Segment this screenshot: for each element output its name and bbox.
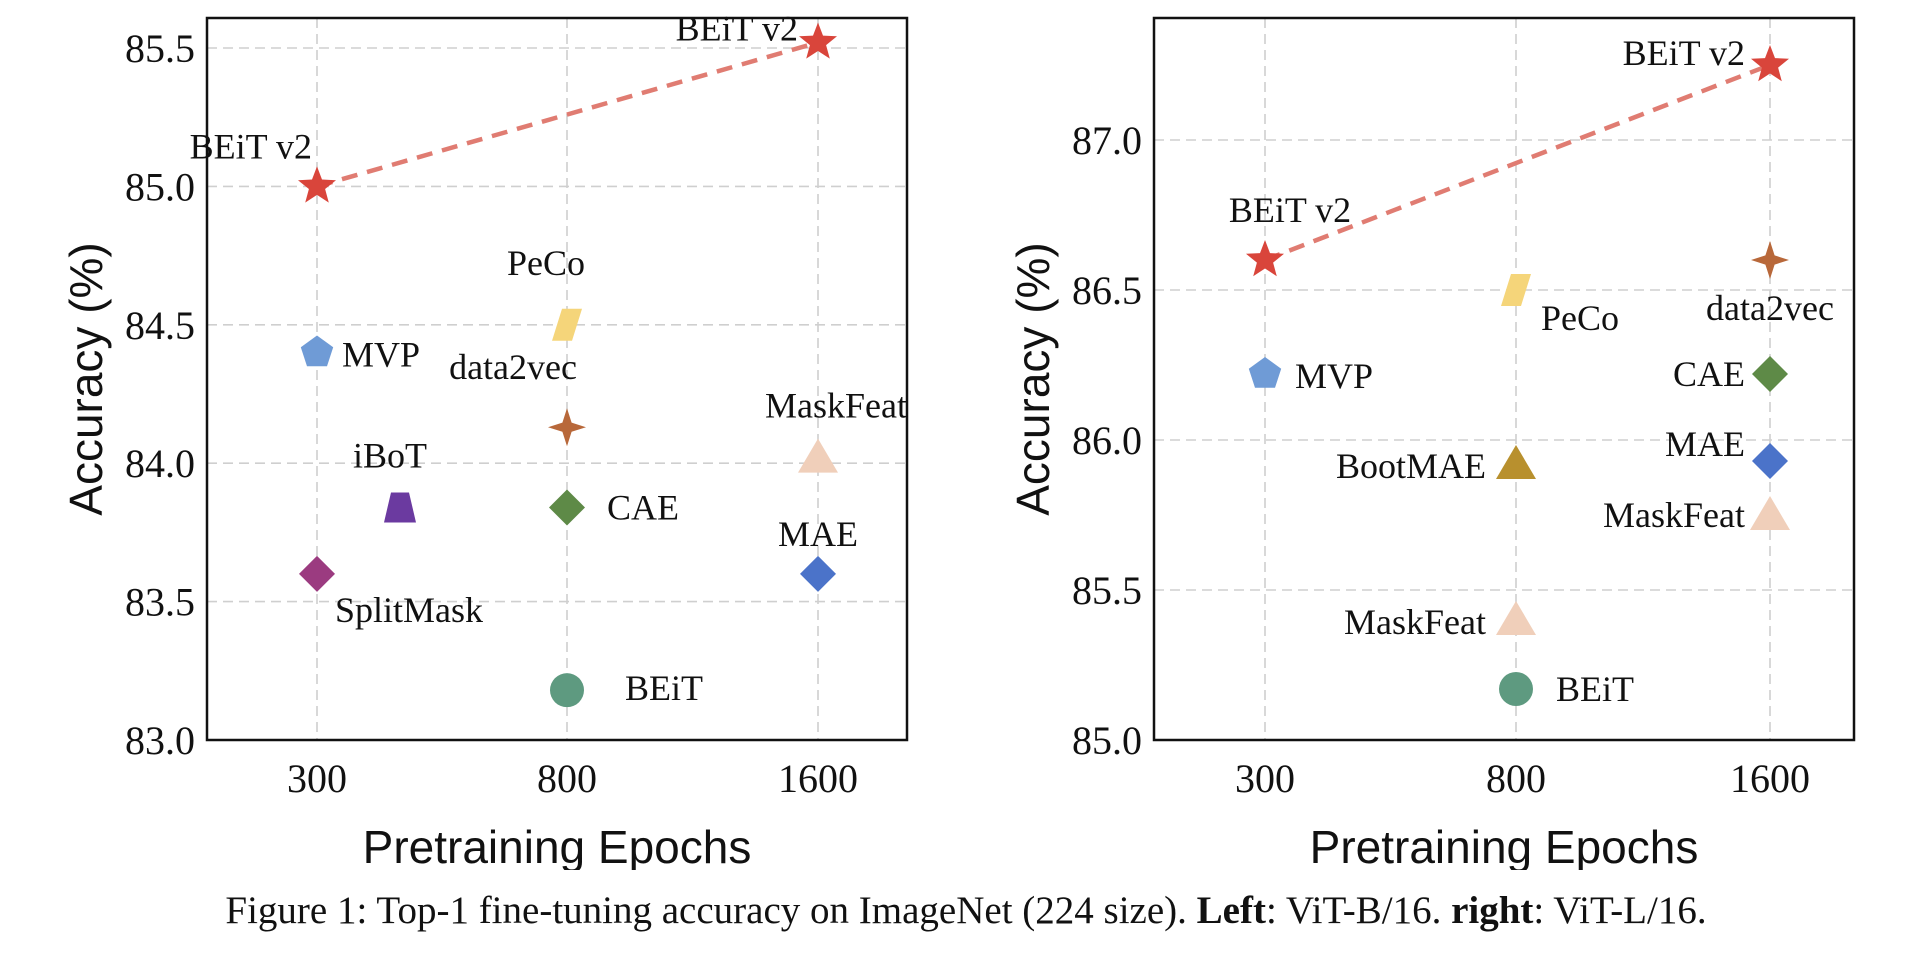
point-splitmask	[299, 555, 335, 592]
point-label-maskfeat: MaskFeat	[1603, 495, 1745, 535]
chart-panel-right: 85.0 85.5 86.0 86.5 87.0 300 800 1600 Pretrainin…	[1007, 16, 1856, 870]
point-label-cae: CAE	[1673, 354, 1745, 394]
x-axis-label: Pretraining Epochs	[363, 821, 752, 870]
caption-left-label: Left	[1196, 889, 1266, 932]
y-tick-label: 85.5	[1072, 568, 1142, 613]
point-beit-v2	[298, 166, 336, 203]
y-tick-label: 85.5	[125, 26, 195, 71]
point-label-beit: BEiT	[625, 668, 703, 708]
point-label-ibot: iBoT	[353, 435, 427, 475]
point-label-beit-v2: BEiT v2	[1623, 33, 1745, 73]
caption-right-text: : ViT-L/16.	[1533, 889, 1707, 932]
point-label-mae: MAE	[1665, 424, 1745, 464]
point-data2vec	[1751, 241, 1789, 279]
point-label-mvp: MVP	[342, 334, 420, 374]
point-beit-v2	[1246, 240, 1284, 277]
y-tick-label: 85.0	[125, 164, 195, 209]
figure: 83.0 83.5 84.0 84.5 85.0 85.5 300 800 1600 Pretra…	[60, 8, 1856, 870]
trend-line	[316, 40, 819, 189]
y-tick-label: 84.0	[125, 441, 195, 486]
point-mvp	[300, 335, 334, 367]
x-tick-label: 800	[537, 756, 597, 801]
point-label-beit-v2: BEiT v2	[676, 8, 798, 48]
plot-frame	[1152, 16, 1856, 742]
y-tick-label: 83.5	[125, 580, 195, 625]
plot-frame	[205, 16, 909, 742]
y-axis-label: Accuracy (%)	[1007, 242, 1059, 515]
y-tick-label: 85.0	[1072, 718, 1142, 763]
x-tick-label: 800	[1486, 756, 1546, 801]
point-label-data2vec: data2vec	[449, 347, 577, 387]
caption-prefix: Figure 1: Top-1 fine-tuning accuracy on …	[225, 889, 1197, 932]
y-tick-label: 86.5	[1072, 268, 1142, 313]
figure-caption: Figure 1: Top-1 fine-tuning accuracy on …	[0, 888, 1932, 933]
point-cae	[1752, 356, 1788, 392]
point-label-beit: BEiT	[1556, 669, 1634, 709]
y-tick-label: 86.0	[1072, 418, 1142, 463]
point-label-mvp: MVP	[1295, 356, 1373, 396]
point-label-data2vec: data2vec	[1706, 288, 1834, 328]
point-label-maskfeat: MaskFeat	[765, 386, 907, 426]
point-label-bootmae: BootMAE	[1336, 446, 1486, 486]
point-data2vec	[548, 408, 586, 447]
y-tick-label: 83.0	[125, 718, 195, 763]
x-axis-label: Pretraining Epochs	[1310, 821, 1699, 870]
point-beit	[1499, 672, 1533, 706]
point-beit	[550, 673, 584, 708]
y-tick-label: 87.0	[1072, 118, 1142, 163]
caption-right-label: right	[1451, 889, 1534, 932]
point-label-mae: MAE	[778, 514, 858, 554]
x-tick-label: 300	[1235, 756, 1295, 801]
point-label-peco: PeCo	[507, 243, 585, 283]
point-beit-v2	[799, 22, 837, 59]
trend-line	[1264, 62, 1771, 263]
y-tick-label: 84.5	[125, 303, 195, 348]
point-maskfeat	[798, 438, 838, 473]
point-label-beit-v2: BEiT v2	[1229, 190, 1351, 230]
chart-panel-left: 83.0 83.5 84.0 84.5 85.0 85.5 300 800 1600 Pretra…	[60, 8, 909, 870]
point-label-cae: CAE	[607, 487, 679, 527]
point-cae	[549, 489, 585, 526]
point-peco	[552, 308, 582, 341]
point-maskfeat	[1750, 496, 1790, 530]
point-label-maskfeat: MaskFeat	[1344, 602, 1486, 642]
x-tick-label: 1600	[1730, 756, 1810, 801]
point-mae	[1752, 443, 1788, 479]
x-tick-label: 1600	[778, 756, 858, 801]
point-mvp	[1248, 357, 1282, 388]
y-axis-label: Accuracy (%)	[60, 242, 112, 515]
point-label-peco: PeCo	[1541, 298, 1619, 338]
point-label-splitmask: SplitMask	[335, 590, 483, 630]
point-ibot	[384, 492, 416, 523]
point-beit-v2	[1751, 45, 1789, 82]
point-bootmae	[1496, 445, 1536, 479]
caption-left-text: : ViT-B/16.	[1265, 889, 1452, 932]
point-mae	[800, 555, 836, 592]
point-label-beit-v2: BEiT v2	[190, 126, 312, 166]
point-peco	[1501, 274, 1531, 306]
x-tick-label: 300	[287, 756, 347, 801]
point-maskfeat	[1496, 601, 1536, 635]
